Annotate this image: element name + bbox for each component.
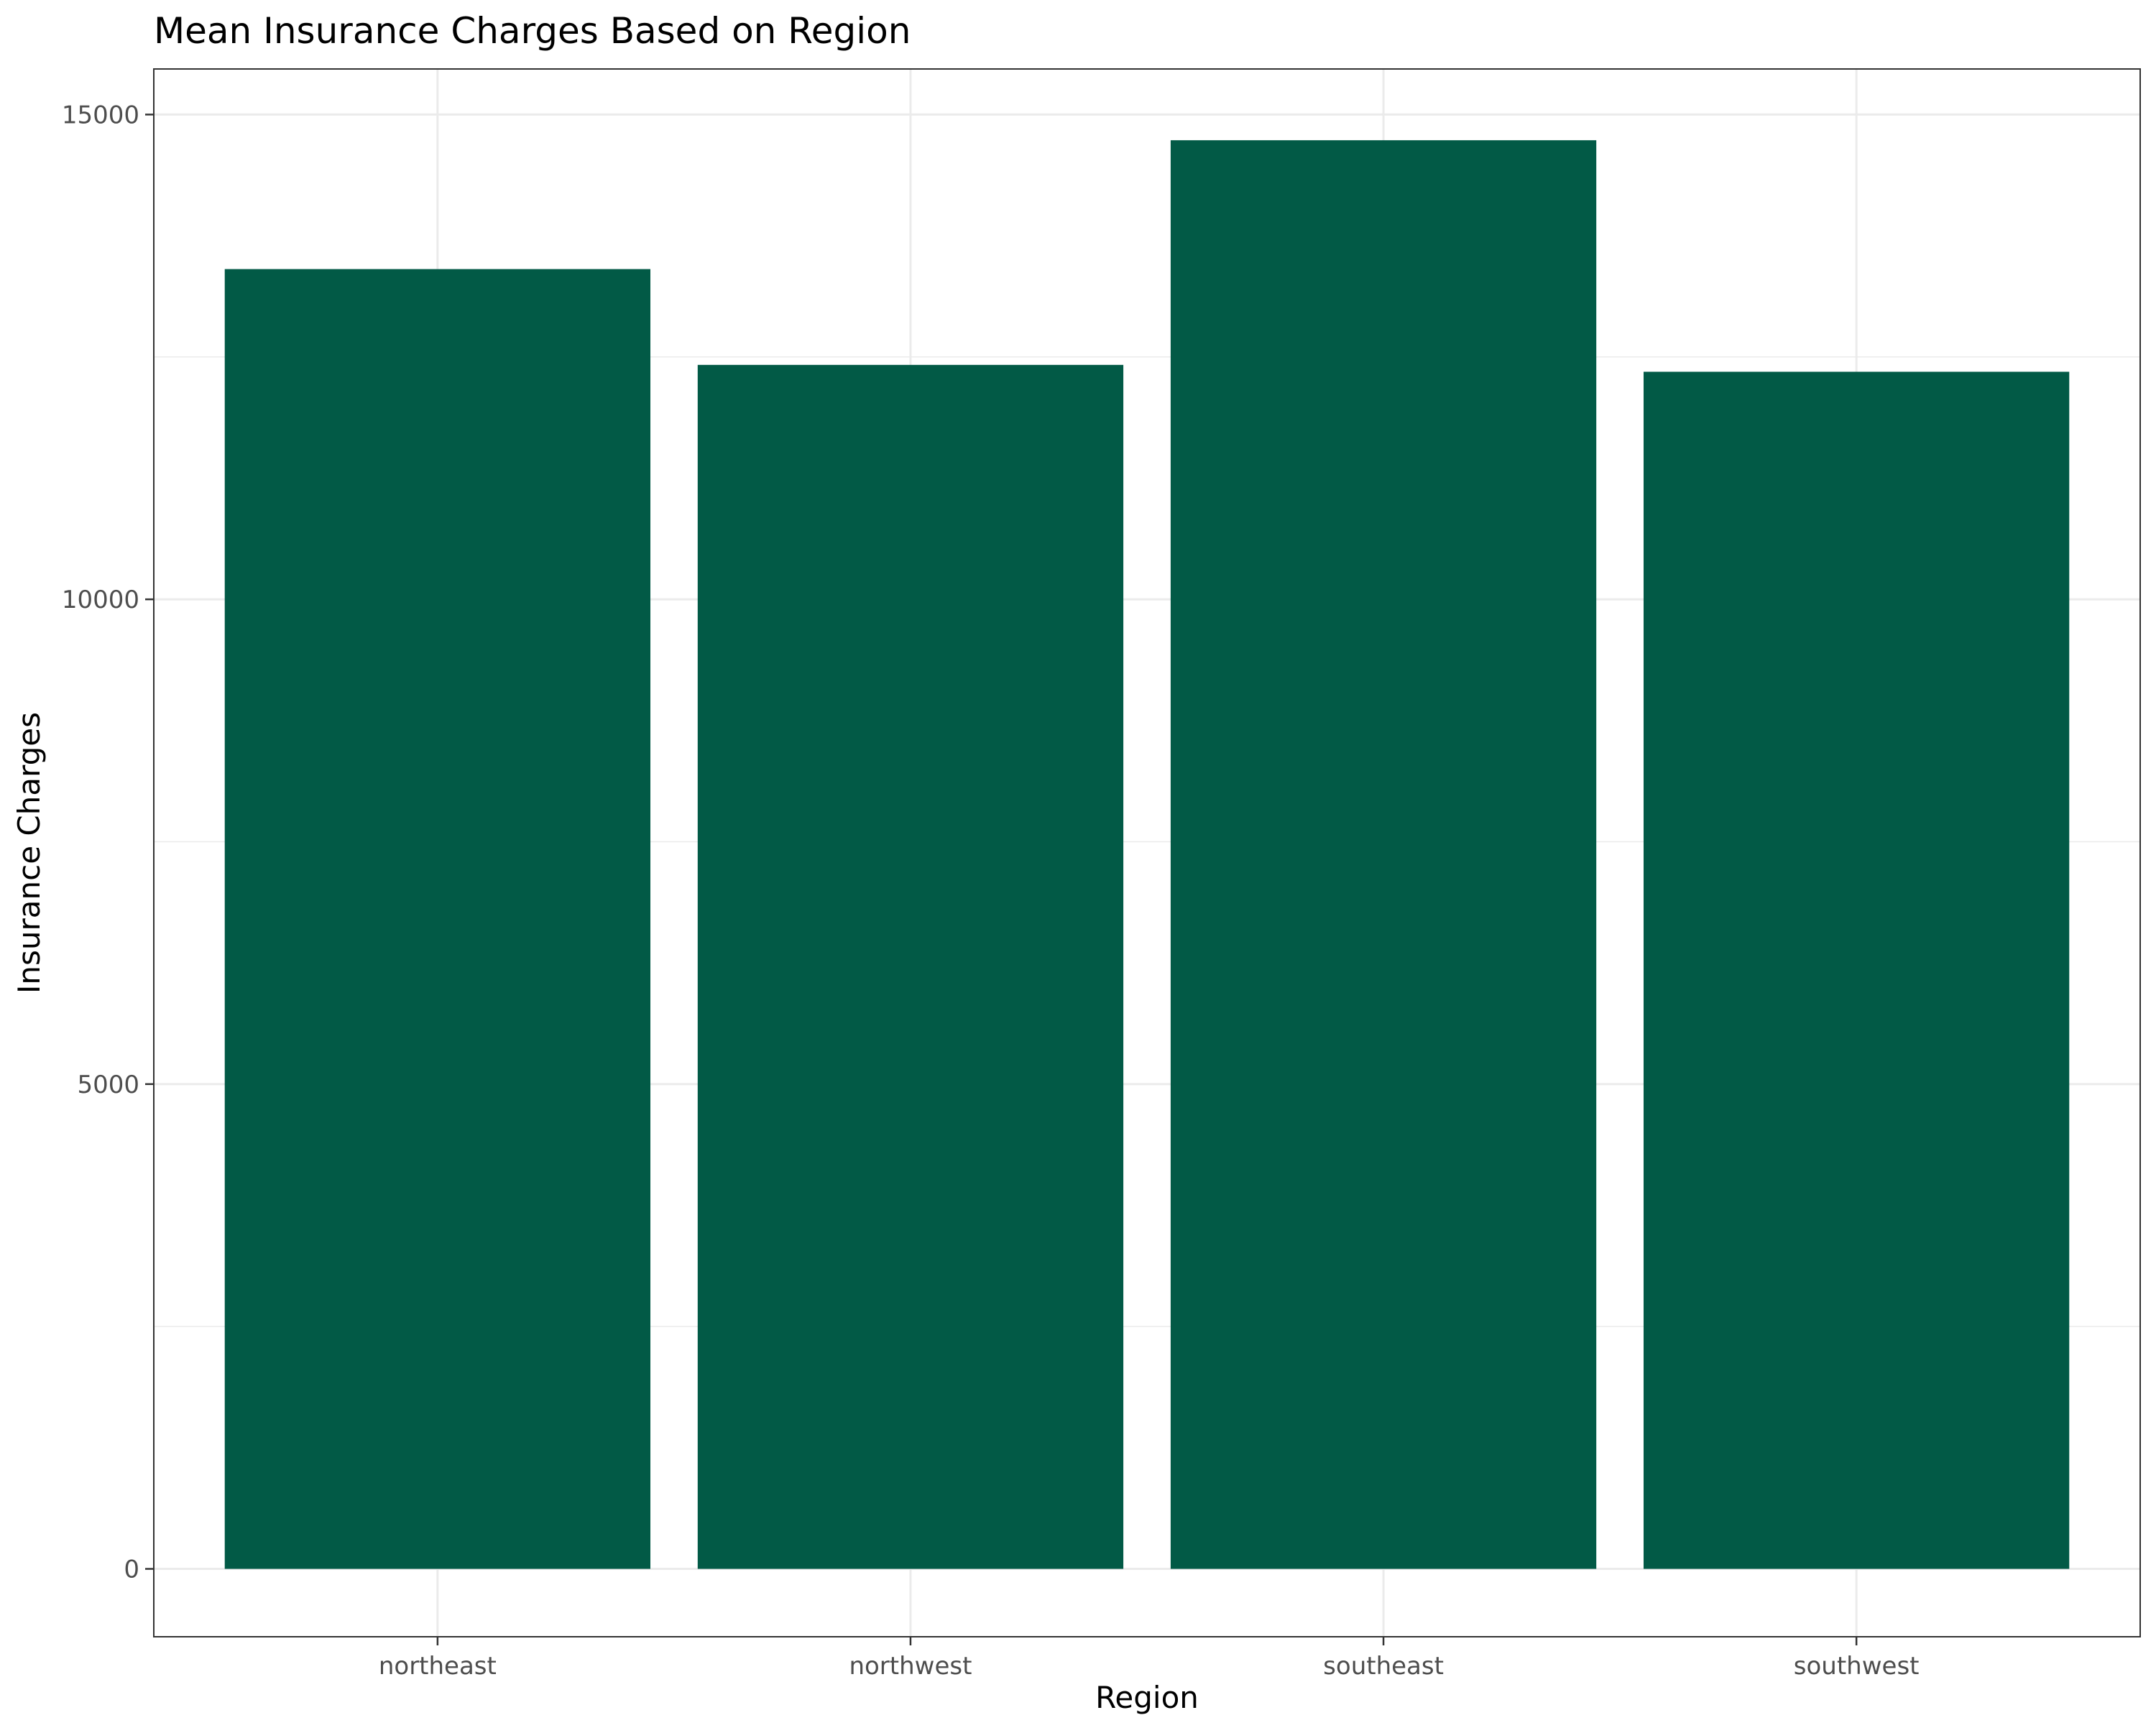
x-tick-label: northeast: [379, 1652, 497, 1681]
bar-northwest: [697, 364, 1124, 1569]
y-tick-label: 5000: [77, 1071, 139, 1099]
x-tick-label: southeast: [1323, 1652, 1444, 1681]
bar-southwest: [1644, 371, 2070, 1569]
y-tick-label: 0: [124, 1556, 139, 1584]
bar-southeast: [1170, 140, 1597, 1569]
axes: 0 5000 10000 15000 northeast northwest southea…: [62, 101, 1920, 1681]
bar-northeast: [224, 269, 650, 1569]
y-tick-label: 10000: [62, 586, 139, 614]
y-axis-title: Insurance Charges: [11, 712, 47, 994]
bars: [224, 140, 2070, 1569]
panel-border: [153, 68, 2141, 1637]
x-axis-title: Region: [1095, 1680, 1199, 1715]
y-tick-label: 15000: [62, 101, 139, 129]
x-tick-label: southwest: [1794, 1652, 1920, 1681]
x-tick-label: northwest: [849, 1652, 972, 1681]
chart-title: Mean Insurance Charges Based on Region: [154, 10, 911, 52]
